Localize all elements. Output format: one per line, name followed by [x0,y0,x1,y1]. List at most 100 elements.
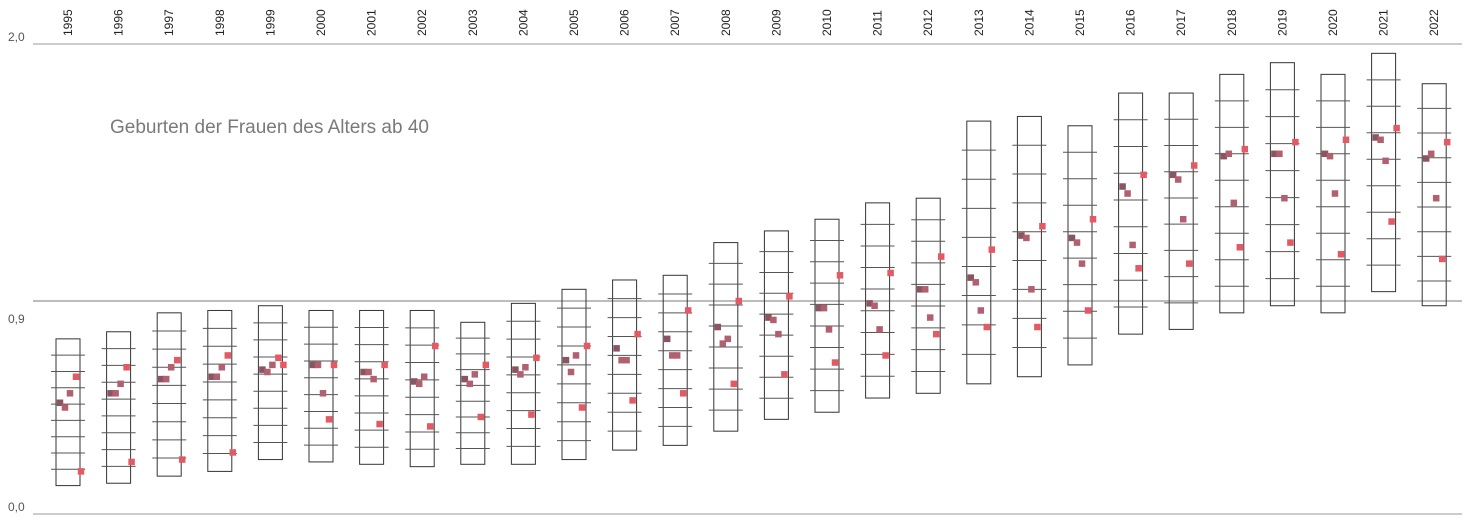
data-point [572,352,580,359]
data-point [1084,307,1092,314]
range-box [561,288,587,461]
data-point [426,423,434,430]
data-point [280,361,287,369]
data-point [471,371,479,378]
data-point [916,286,924,293]
data-point [66,390,74,397]
data-point [673,352,681,359]
data-point [1382,157,1389,165]
data-point [983,323,991,331]
data-point [213,373,221,380]
data-point [1287,239,1294,246]
data-point [1432,194,1440,202]
range-box [1016,115,1042,378]
data-point [719,340,727,347]
data-point [167,364,175,371]
x-tick-label: 2010 [820,9,834,36]
range-box [1371,52,1397,293]
data-point [1326,152,1334,160]
range-box [662,274,688,446]
data-point [937,253,945,260]
data-point [533,354,540,362]
x-tick-label: 2011 [871,10,885,36]
data-point [1078,260,1086,267]
data-point [1372,134,1379,141]
data-point [376,420,383,428]
data-point [613,345,620,352]
x-axis-year-labels: 1995 1996 1997 1998 1999 2000 2001 2002 2003 2004… [61,9,1441,36]
data-point [128,458,135,466]
range-box [1168,92,1194,330]
data-point [1331,190,1339,197]
data-point [1220,152,1228,160]
data-point [1438,255,1446,263]
data-point [517,371,524,378]
data-point [1028,286,1035,293]
y-axis-ticks: 2,0 0,9 0,0 [8,30,25,514]
data-point [1241,145,1249,153]
x-tick-label: 2002 [415,9,429,36]
x-tick-label: 1998 [213,9,227,36]
data-point [1129,241,1136,249]
data-point [926,314,934,321]
x-tick-label: 1997 [162,9,176,36]
range-box [1421,83,1447,307]
data-point [1073,239,1081,246]
data-point [882,352,889,359]
data-point [77,468,85,475]
data-point [461,375,469,383]
data-point [1174,176,1182,183]
data-point [876,326,883,333]
data-point [735,297,743,305]
data-point [1119,183,1126,190]
x-tick-label: 2006 [618,9,632,36]
data-point [330,361,338,369]
data-point [972,279,980,286]
data-point [107,390,114,397]
data-point [528,411,535,418]
data-point [866,300,873,307]
data-point [1179,215,1187,223]
data-point [264,368,271,376]
x-tick-label: 2003 [466,9,480,36]
data-point [724,335,732,343]
data-point [309,361,317,369]
x-tick-label: 1995 [61,9,75,36]
data-point [410,378,418,385]
data-point [825,326,833,333]
x-tick-label: 2013 [972,9,986,36]
data-point [1018,232,1025,239]
x-tick-label: 2004 [516,9,530,36]
data-point [1230,199,1238,207]
data-point [117,380,124,388]
data-point [477,413,485,421]
range-box [308,309,334,463]
data-point [770,316,777,324]
data-point [314,361,322,369]
range-box [257,305,283,461]
x-tick-label: 2015 [1073,9,1087,36]
data-point [1068,234,1076,242]
data-point [684,307,692,314]
y-tick-label: 0,9 [8,312,25,326]
data-point [229,449,237,456]
data-point [123,364,130,371]
data-point [765,314,772,321]
data-point [173,356,181,364]
range-box [814,218,840,413]
data-point [72,373,80,380]
data-point [775,330,782,338]
data-point [618,356,625,364]
data-point [365,368,372,376]
x-tick-label: 2001 [365,9,379,36]
data-point [224,352,232,359]
range-box [1118,92,1144,335]
x-tick-label: 2020 [1326,9,1340,36]
data-point [1377,136,1384,144]
data-point [420,373,428,380]
data-point [831,359,839,366]
range-box [966,120,992,385]
data-point [1422,155,1430,162]
data-point [178,456,186,463]
data-point [1169,171,1177,179]
